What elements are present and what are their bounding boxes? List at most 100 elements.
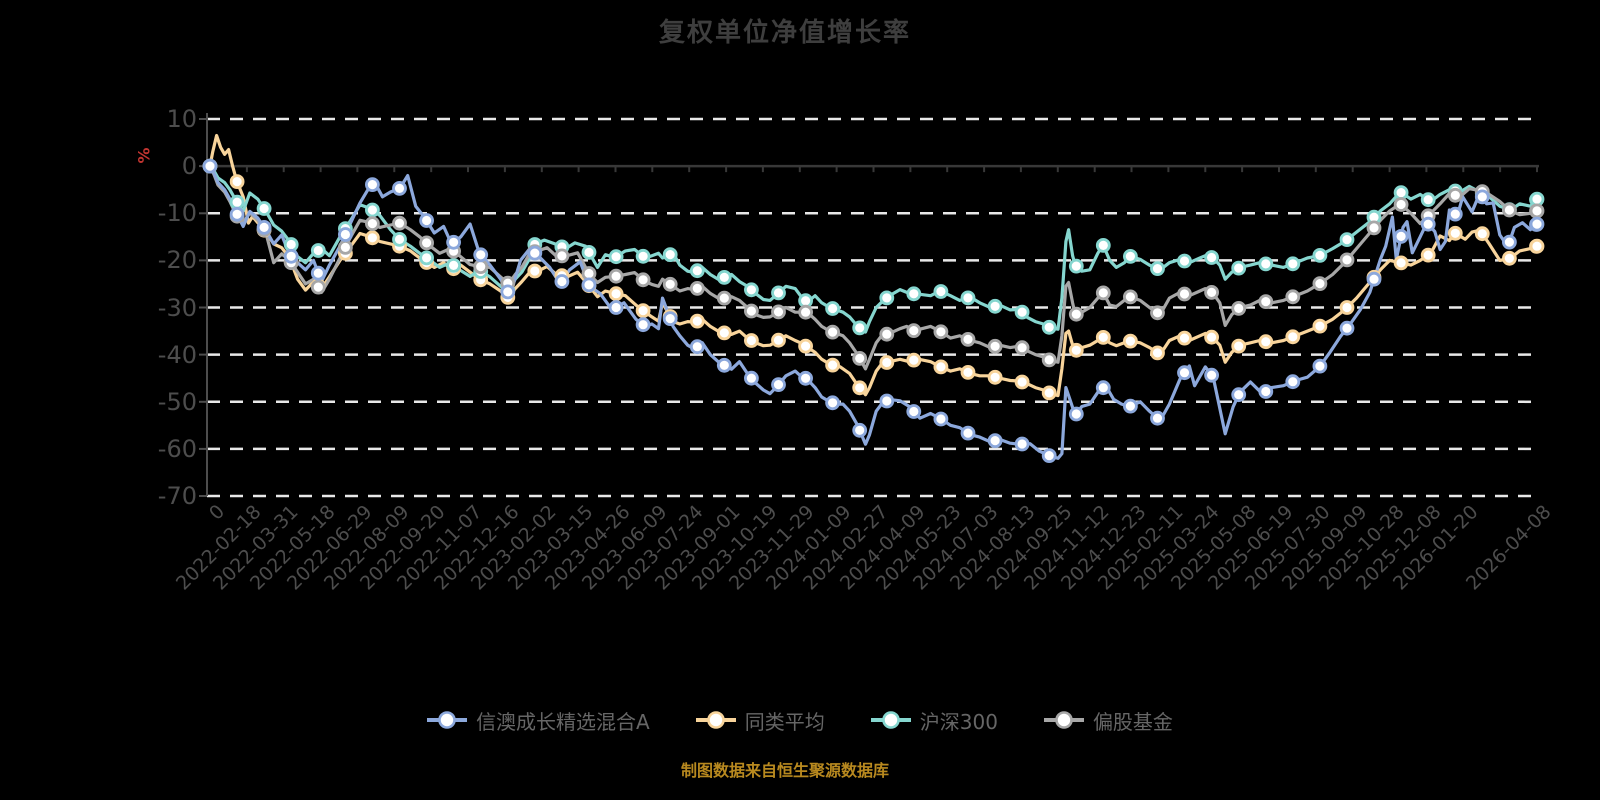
series-marker-equity bbox=[1204, 284, 1219, 300]
series-marker-peer bbox=[771, 332, 786, 348]
series-marker-hs300 bbox=[1285, 256, 1301, 272]
series-marker-fund bbox=[635, 317, 651, 333]
series-marker-fund bbox=[337, 227, 353, 242]
series-marker-fund bbox=[1474, 189, 1490, 205]
series-marker-fund bbox=[906, 404, 922, 419]
series-marker-equity bbox=[635, 272, 651, 288]
series-marker-peer bbox=[364, 230, 380, 246]
series-marker-peer bbox=[798, 338, 813, 354]
series-marker-equity bbox=[825, 324, 840, 340]
series-marker-equity bbox=[689, 280, 705, 296]
series-marker-peer bbox=[933, 359, 949, 375]
y-tick-label: 0 bbox=[181, 152, 197, 181]
series-marker-hs300 bbox=[906, 286, 922, 302]
series-marker-fund bbox=[1258, 384, 1274, 399]
series-marker-hs300 bbox=[744, 282, 759, 298]
y-tick-label: -20 bbox=[157, 246, 197, 275]
series-marker-peer bbox=[635, 303, 651, 319]
series-marker-equity bbox=[798, 304, 813, 320]
legend-label: 偏股基金 bbox=[1092, 709, 1173, 734]
series-marker-fund bbox=[1447, 206, 1463, 222]
series-marker-fund bbox=[1231, 387, 1247, 403]
series-marker-fund bbox=[392, 180, 407, 196]
series-marker-hs300 bbox=[229, 194, 245, 210]
legend-item-hs300[interactable]: 沪深300 bbox=[870, 706, 998, 735]
series-marker-peer bbox=[1393, 255, 1409, 271]
chart-title: 复权单位净值增长率 bbox=[658, 18, 911, 48]
series-marker-peer bbox=[1041, 385, 1057, 401]
series-marker-hs300 bbox=[310, 243, 326, 258]
series-marker-equity bbox=[1068, 306, 1084, 322]
series-marker-equity bbox=[1366, 220, 1382, 236]
series-marker-fund bbox=[662, 311, 678, 327]
series-marker-equity bbox=[1447, 187, 1463, 203]
series-marker-fund bbox=[364, 177, 380, 193]
legend-item-fund[interactable]: 信澳成长精选混合A bbox=[427, 706, 650, 735]
series-marker-fund bbox=[283, 248, 299, 264]
series-marker-peer bbox=[1339, 300, 1355, 315]
series-marker-fund bbox=[1529, 216, 1545, 232]
series-marker-equity bbox=[1529, 203, 1545, 219]
series-marker-hs300 bbox=[1420, 192, 1436, 208]
series-marker-fund bbox=[771, 377, 786, 393]
series-marker-peer bbox=[608, 286, 624, 302]
series-marker-peer bbox=[906, 352, 922, 368]
series-marker-hs300 bbox=[256, 201, 272, 216]
series-marker-peer bbox=[1095, 329, 1111, 345]
y-tick-label: -60 bbox=[157, 434, 197, 463]
series-marker-peer bbox=[527, 263, 543, 279]
series-marker-hs300 bbox=[689, 263, 705, 279]
series-marker-hs300 bbox=[1014, 304, 1030, 320]
series-marker-hs300 bbox=[283, 237, 299, 252]
series-marker-equity bbox=[1095, 285, 1111, 301]
series-marker-hs300 bbox=[1231, 260, 1247, 276]
series-marker-hs300 bbox=[662, 247, 678, 263]
series-marker-hs300 bbox=[419, 250, 435, 266]
series-marker-equity bbox=[1123, 289, 1138, 305]
series-marker-peer bbox=[716, 325, 732, 341]
series-marker-peer bbox=[1447, 225, 1463, 241]
legend-item-peer[interactable]: 同类平均 bbox=[695, 706, 825, 735]
series-marker-hs300 bbox=[1095, 237, 1111, 253]
series-marker-fund bbox=[202, 158, 218, 174]
series-marker-peer bbox=[1420, 247, 1436, 263]
series-marker-fund bbox=[879, 393, 895, 409]
series-marker-peer bbox=[689, 313, 705, 329]
series-marker-fund bbox=[581, 277, 597, 293]
series-marker-equity bbox=[310, 279, 326, 295]
series-marker-hs300 bbox=[1068, 258, 1084, 274]
series-marker-hs300 bbox=[716, 269, 732, 285]
series-marker-hs300 bbox=[446, 257, 462, 273]
series-marker-equity bbox=[337, 239, 353, 255]
series-marker-fund bbox=[744, 370, 759, 386]
series-marker-fund bbox=[1502, 234, 1517, 250]
series-marker-peer bbox=[1123, 333, 1138, 349]
legend-label: 信澳成长精选混合A bbox=[476, 709, 650, 734]
series-marker-fund bbox=[933, 411, 949, 427]
series-marker-fund bbox=[419, 213, 435, 228]
series-marker-fund bbox=[852, 422, 868, 438]
series-marker-hs300 bbox=[852, 320, 868, 336]
series-marker-fund bbox=[1095, 380, 1111, 396]
series-marker-equity bbox=[419, 235, 435, 251]
series-marker-fund bbox=[1312, 358, 1328, 374]
series-marker-equity bbox=[364, 216, 380, 232]
y-tick-label: -30 bbox=[157, 293, 197, 322]
series-marker-fund bbox=[446, 234, 462, 250]
series-marker-equity bbox=[662, 276, 678, 292]
series-marker-hs300 bbox=[1123, 248, 1138, 264]
legend-item-equity[interactable]: 偏股基金 bbox=[1043, 706, 1173, 735]
series-marker-fund bbox=[1285, 374, 1301, 390]
series-marker-fund bbox=[798, 370, 813, 386]
series-marker-hs300 bbox=[635, 248, 651, 264]
legend-label: 同类平均 bbox=[744, 709, 825, 734]
series-marker-fund bbox=[473, 247, 489, 263]
series-marker-peer bbox=[987, 369, 1003, 385]
series-marker-peer bbox=[879, 355, 895, 370]
series-marker-fund bbox=[1123, 398, 1138, 414]
series-marker-peer bbox=[744, 333, 759, 348]
series-marker-fund bbox=[554, 274, 570, 289]
series-marker-equity bbox=[1312, 276, 1328, 292]
series-marker-fund bbox=[608, 300, 624, 315]
